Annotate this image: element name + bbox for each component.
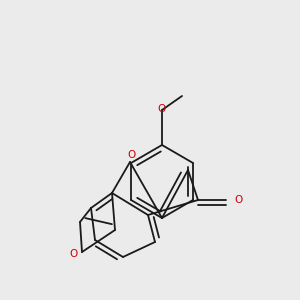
Text: O: O	[127, 150, 135, 160]
Text: O: O	[234, 195, 242, 205]
Text: O: O	[69, 249, 77, 259]
Text: O: O	[157, 104, 165, 114]
